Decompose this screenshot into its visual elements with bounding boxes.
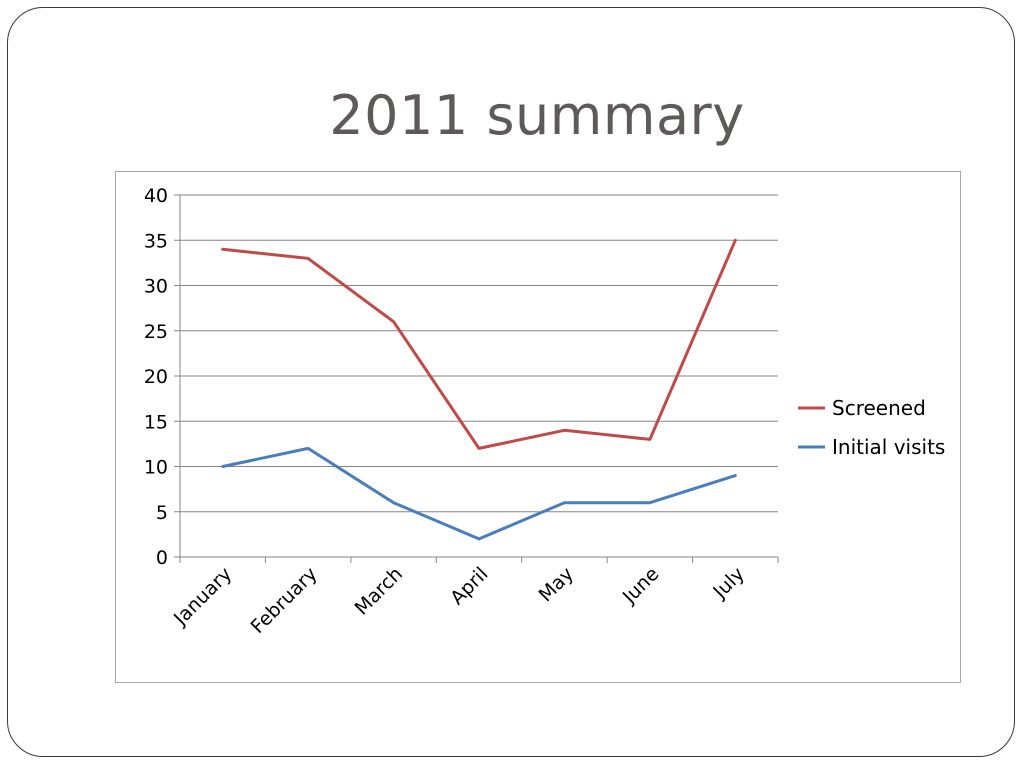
line-chart: 0 5 10 15 20 25 30 35 40 January February March Apr… <box>144 185 946 638</box>
x-tick-label: May <box>535 563 578 606</box>
legend: Screened Initial visits <box>798 396 945 459</box>
y-tick-label: 25 <box>144 321 168 343</box>
y-tick-label: 20 <box>144 366 168 388</box>
legend-label: Screened <box>832 396 926 420</box>
y-tick-labels: 0 5 10 15 20 25 30 35 40 <box>144 185 168 569</box>
gridlines <box>180 194 778 513</box>
y-tick-label: 0 <box>156 547 168 569</box>
x-tick-label: June <box>618 563 664 609</box>
series-line-initial-visits <box>221 446 737 541</box>
x-tick-labels: January February March April May June July <box>169 563 749 638</box>
y-tick-label: 30 <box>144 276 168 298</box>
legend-label: Initial visits <box>832 435 945 459</box>
x-tick-label: March <box>351 563 408 620</box>
y-tick-label: 5 <box>156 502 168 524</box>
y-tick-label: 10 <box>144 457 168 479</box>
x-tick-label: July <box>708 563 748 603</box>
slide-title: 2011 summary <box>329 84 745 147</box>
chart-area: 0 5 10 15 20 25 30 35 40 January February March Apr… <box>115 171 961 683</box>
x-tick-label: January <box>169 563 236 630</box>
y-tick-label: 35 <box>144 230 168 252</box>
series-line-screened <box>221 238 737 450</box>
y-tick-label: 15 <box>144 411 168 433</box>
series-lines <box>221 238 737 541</box>
axes <box>174 194 779 563</box>
x-tick-label: February <box>247 563 322 638</box>
x-tick-label: April <box>446 563 492 609</box>
y-tick-label: 40 <box>144 185 168 207</box>
